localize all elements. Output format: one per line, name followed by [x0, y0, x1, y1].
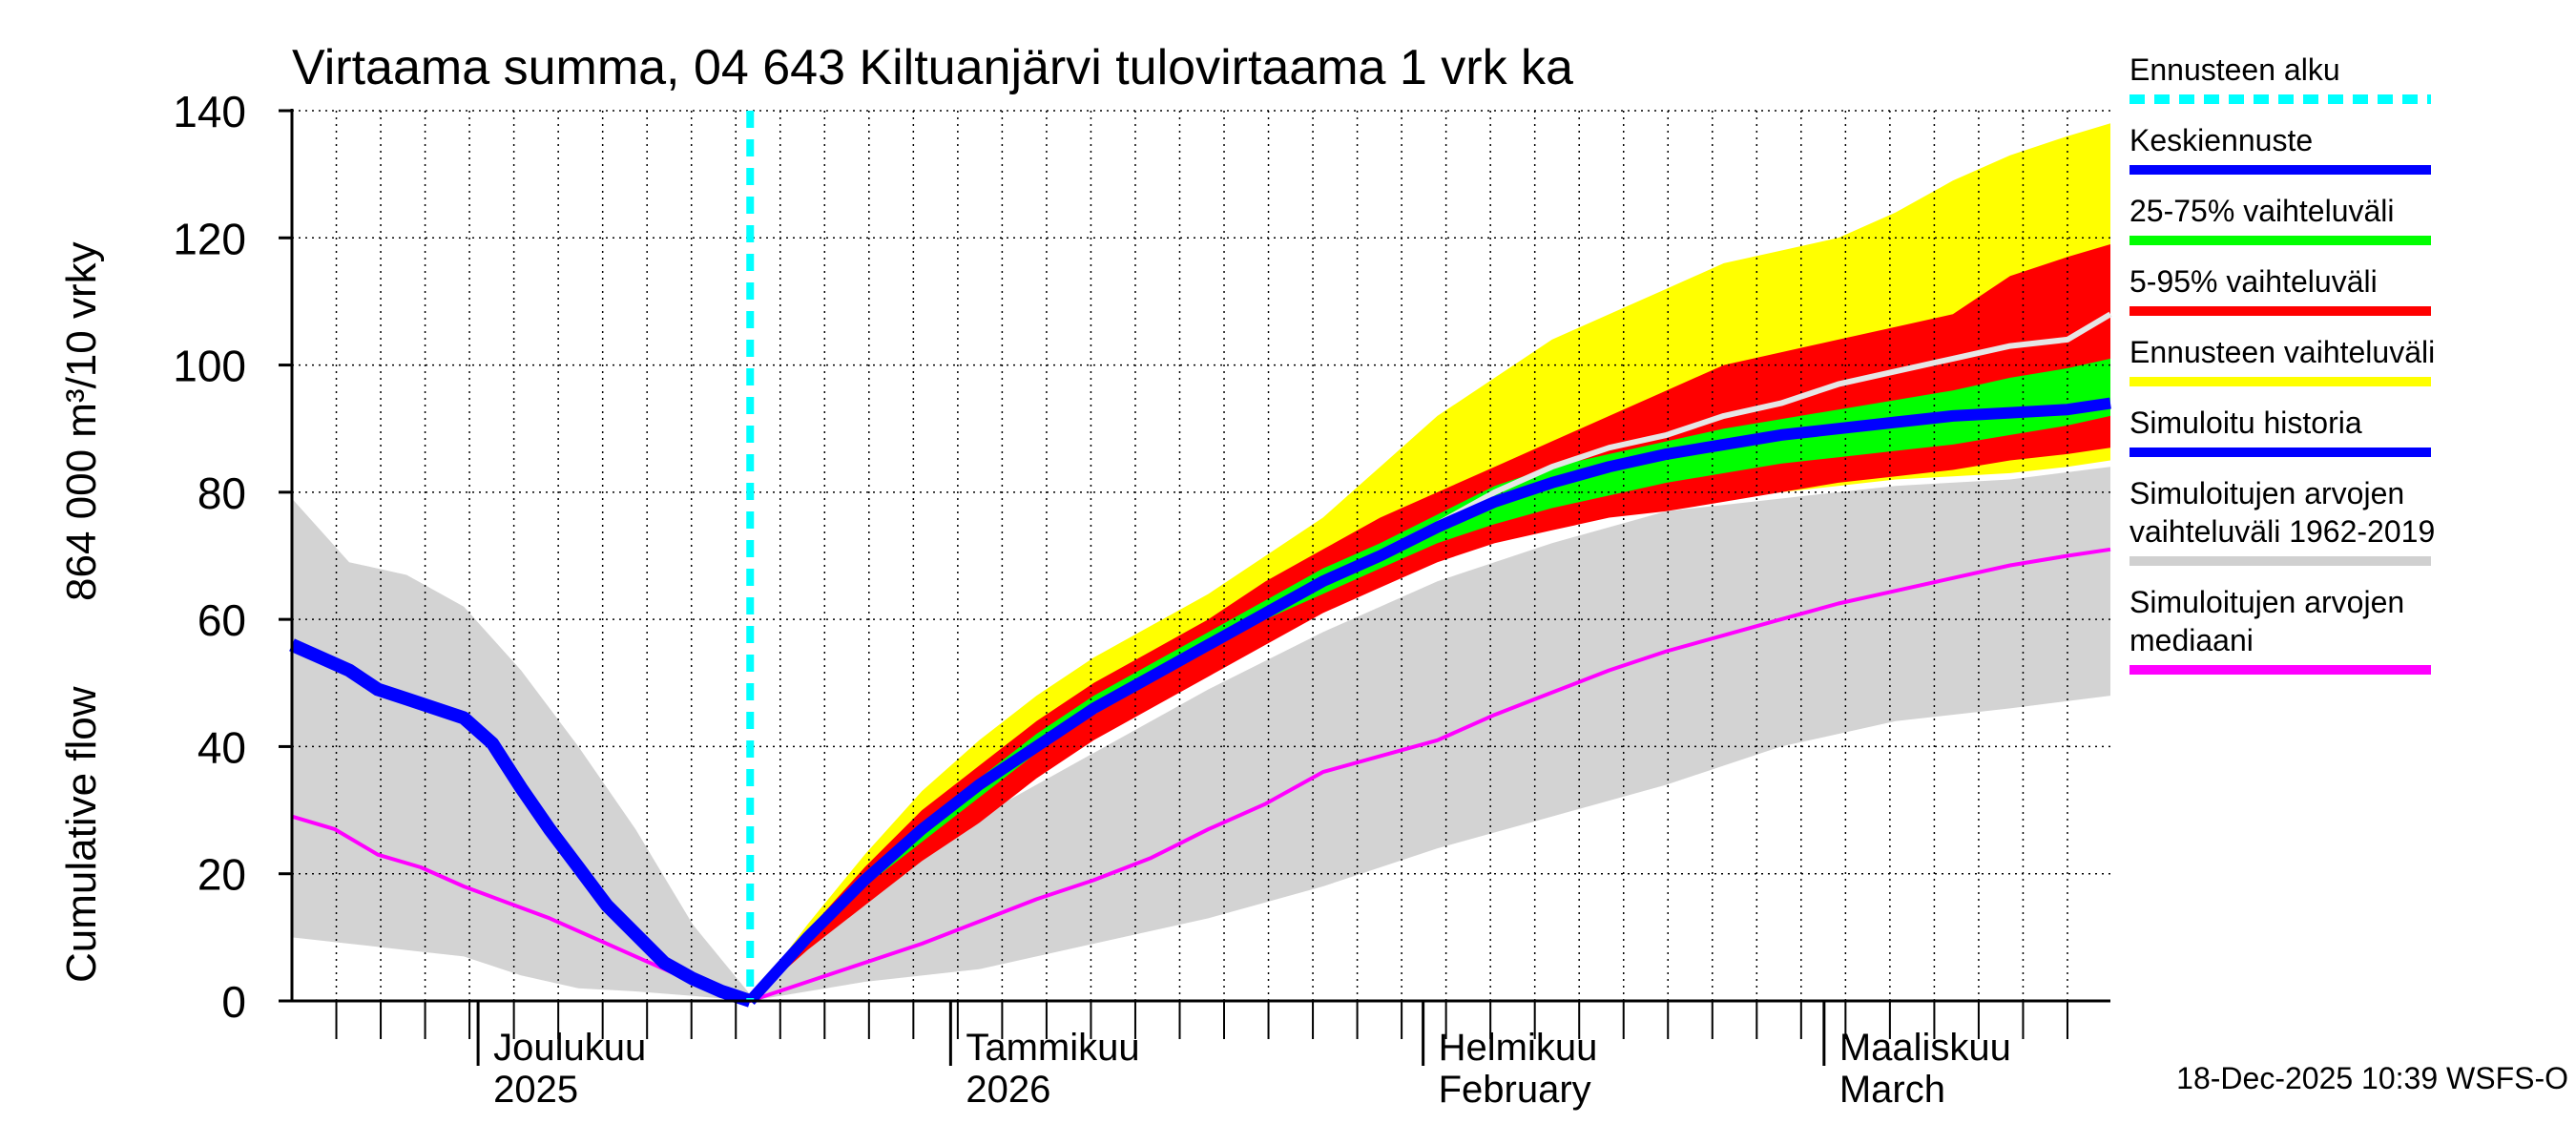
grid [292, 110, 2110, 1001]
legend-label: vaihteluväli 1962-2019 [2129, 514, 2435, 549]
forecast-range-band [750, 123, 2110, 1002]
legend: Ennusteen alku Keskiennuste 25-75% vaihtel… [2129, 52, 2435, 675]
x-month-sublabel: 2025 [493, 1069, 578, 1111]
history-range-band [292, 467, 2110, 1001]
forecast-25-75-band [750, 358, 2110, 1001]
y-tick-label: 80 [197, 468, 246, 518]
y-tick-label: 120 [173, 214, 246, 263]
x-month-label: Maaliskuu [1839, 1027, 2011, 1069]
legend-label: Simuloitu historia [2129, 406, 2362, 440]
y-tick-label: 0 [221, 977, 246, 1027]
y-tick-label: 40 [197, 722, 246, 772]
forecast-mean-line [745, 397, 2111, 1006]
legend-label: 5-95% vaihteluväli [2129, 264, 2378, 299]
chart-title: Virtaama summa, 04 643 Kiltuanjärvi tulo… [292, 40, 1573, 95]
x-month-sublabel: February [1439, 1069, 1591, 1111]
y-axis-label-bottom: Cumulative flow [58, 686, 105, 983]
legend-label: Simuloitujen arvojen [2129, 585, 2404, 619]
y-axis-label-top: 864 000 m³/10 vrky [58, 241, 105, 601]
median-line [291, 547, 2111, 1003]
legend-label: Keskiennuste [2129, 123, 2313, 157]
legend-label: Ennusteen vaihteluväli [2129, 335, 2435, 369]
legend-label: Ennusteen alku [2129, 52, 2340, 87]
x-month-label: Joulukuu [493, 1027, 646, 1069]
legend-label: mediaani [2129, 623, 2254, 657]
y-tick-label: 140 [173, 87, 246, 136]
x-month-label: Tammikuu [966, 1027, 1139, 1069]
legend-label: 25-75% vaihteluväli [2129, 194, 2395, 228]
legend-label: Simuloitujen arvojen [2129, 476, 2404, 510]
x-month-label: Helmikuu [1439, 1027, 1598, 1069]
y-tick-label: 20 [197, 850, 246, 900]
x-month-sublabel: 2026 [966, 1069, 1050, 1111]
timestamp-footer: 18-Dec-2025 10:39 WSFS-O [2176, 1061, 2568, 1095]
y-tick-label: 60 [197, 595, 246, 645]
simulated-history-line [289, 638, 753, 1008]
x-month-sublabel: March [1839, 1069, 1945, 1111]
y-tick-label: 100 [173, 342, 246, 391]
